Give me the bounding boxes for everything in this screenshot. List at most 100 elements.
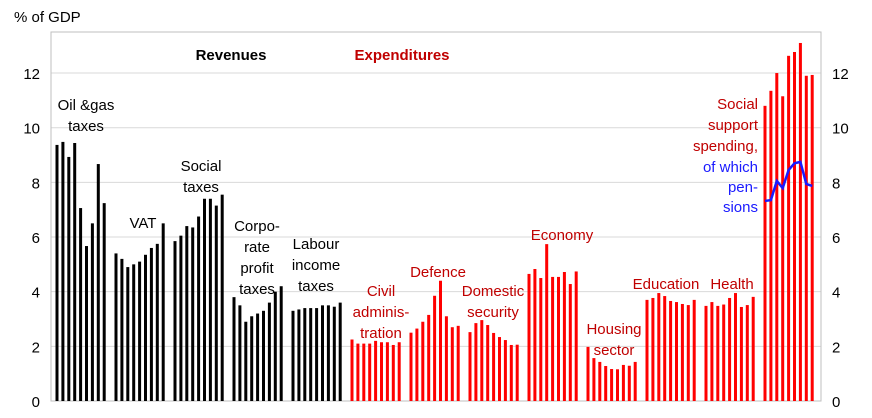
bar	[427, 314, 431, 401]
bar	[273, 291, 277, 401]
group-label: Civil	[367, 283, 395, 300]
group-label: sector	[594, 342, 635, 359]
bar	[138, 261, 142, 401]
bar	[96, 164, 100, 401]
bar	[498, 337, 501, 401]
group-label: Social	[717, 96, 758, 113]
bar	[810, 74, 814, 402]
y-axis-label: % of GDP	[14, 9, 81, 26]
bar	[551, 276, 555, 401]
bar	[627, 365, 631, 401]
bar	[804, 75, 808, 401]
bar	[645, 299, 649, 401]
bar	[409, 332, 413, 401]
bar	[61, 141, 65, 401]
bar	[256, 313, 260, 401]
bar	[450, 327, 454, 401]
group-label: adminis-	[353, 304, 410, 321]
bar	[557, 276, 560, 401]
group-label: Social	[181, 158, 222, 175]
bar	[309, 308, 313, 401]
bar	[680, 303, 684, 401]
bar	[332, 306, 336, 401]
bar	[144, 254, 147, 401]
bar	[238, 305, 242, 401]
group-label: Housing	[586, 321, 641, 338]
bar	[492, 332, 496, 401]
group-label: Oil &gas	[58, 97, 115, 114]
y-tick-label-left: 12	[23, 66, 40, 83]
bar	[633, 361, 637, 401]
group-label: support	[708, 117, 759, 134]
bar	[539, 278, 543, 401]
bar	[509, 344, 513, 401]
bar	[704, 305, 708, 401]
bar	[562, 272, 566, 401]
group-label: income	[292, 257, 340, 274]
group-label: taxes	[298, 278, 334, 295]
group-label: Corpo-	[234, 218, 280, 235]
group-label: spending,	[693, 138, 758, 155]
group-label: taxes	[239, 281, 275, 298]
pensions-line	[764, 160, 813, 203]
pensions-label: sions	[723, 199, 758, 216]
bar	[480, 320, 484, 401]
bar	[315, 308, 319, 401]
bar	[586, 346, 590, 401]
bar	[385, 342, 389, 401]
bar	[391, 344, 395, 401]
bar	[734, 293, 737, 401]
bar	[220, 194, 224, 401]
bar	[291, 310, 295, 401]
bar	[574, 271, 578, 401]
bar	[781, 96, 785, 401]
bar	[675, 302, 678, 401]
y-tick-label-right: 10	[832, 121, 849, 138]
bar	[692, 299, 696, 401]
y-axis-ticks: 0 0 2 2 4 4 6 6 8 8 10 10 12 12	[23, 66, 848, 411]
bar	[415, 328, 419, 401]
bar	[769, 90, 773, 401]
group-label: Domestic	[462, 283, 525, 300]
bar	[120, 258, 124, 401]
bar	[669, 300, 673, 401]
bar	[722, 304, 726, 401]
group-label: Education	[633, 276, 700, 293]
group-label: taxes	[68, 118, 104, 135]
bar	[604, 366, 608, 401]
bar	[515, 344, 519, 401]
y-tick-label-left: 2	[32, 339, 40, 356]
bar	[126, 267, 130, 401]
bar	[73, 143, 77, 401]
bar	[545, 244, 549, 401]
bar	[793, 51, 796, 401]
bar	[368, 343, 372, 401]
bar	[321, 305, 324, 401]
bar	[90, 223, 94, 401]
y-tick-label-right: 8	[832, 175, 840, 192]
bar	[439, 280, 442, 401]
group-label: rate	[244, 239, 270, 256]
bar	[397, 342, 401, 401]
gridlines	[51, 72, 821, 347]
group-label: Defence	[410, 264, 466, 281]
bar	[621, 364, 625, 401]
bar	[380, 342, 383, 401]
y-tick-label-right: 6	[832, 230, 840, 247]
group-label: tration	[360, 325, 402, 342]
bar	[716, 305, 720, 401]
bar	[444, 316, 448, 401]
bar	[592, 358, 596, 401]
bar	[214, 205, 218, 401]
y-tick-label-right: 0	[832, 394, 840, 411]
bar	[55, 144, 59, 401]
bar	[362, 343, 366, 401]
bar	[568, 284, 572, 401]
bar	[85, 246, 88, 401]
y-tick-label-left: 0	[32, 394, 40, 411]
bar	[244, 321, 248, 401]
bar	[663, 296, 667, 401]
bar	[527, 273, 531, 401]
bar	[598, 361, 602, 401]
